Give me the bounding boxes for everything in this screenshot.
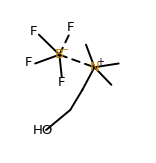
- Text: N: N: [90, 61, 99, 74]
- Text: F: F: [57, 76, 65, 89]
- Text: HO: HO: [32, 124, 53, 136]
- Text: −: −: [61, 45, 70, 55]
- Text: F: F: [67, 21, 75, 34]
- Text: F: F: [25, 56, 32, 69]
- Text: +: +: [97, 57, 105, 67]
- Text: F: F: [30, 25, 37, 38]
- Text: B: B: [55, 48, 64, 61]
